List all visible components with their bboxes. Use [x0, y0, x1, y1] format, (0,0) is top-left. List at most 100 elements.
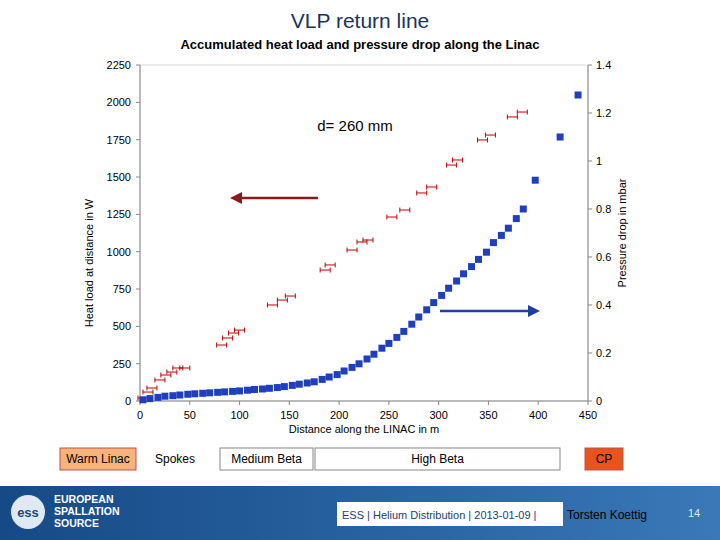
pressure-point [244, 387, 251, 394]
pressure-point [154, 394, 161, 401]
heat-load-point [167, 370, 177, 375]
heat-load-point [147, 386, 157, 391]
phase-box [220, 448, 313, 470]
pressure-point [139, 396, 146, 403]
phase-box [585, 448, 623, 470]
y2-tick-label: 1 [596, 155, 602, 167]
y-tick [136, 326, 140, 327]
y2-tick [588, 65, 592, 66]
x-tick [438, 401, 439, 405]
pressure-point [468, 263, 475, 270]
y2-tick [588, 305, 592, 306]
pressure-point [251, 386, 258, 393]
pressure-point [214, 389, 221, 396]
heat-load-point [229, 331, 239, 336]
y-tick-label: 2250 [107, 59, 131, 71]
pressure-point [460, 270, 467, 277]
y-axis-label: Heat load at distance in W [83, 198, 95, 327]
pressure-point [415, 314, 422, 321]
heat-load-point [400, 208, 410, 213]
y-tick-label: 250 [113, 358, 131, 370]
y-tick [136, 214, 140, 215]
x-tick [289, 401, 290, 405]
caption: ESS | Helium Distribution | 2013-01-09 | [342, 509, 536, 521]
pressure-point [236, 387, 243, 394]
x-axis [140, 401, 588, 402]
phase-box [315, 448, 560, 470]
phase-label: Warm Linac [66, 452, 130, 466]
subtitle: Accumulated heat load and pressure drop … [180, 37, 539, 52]
y-tick [136, 251, 140, 252]
title: VLP return line [291, 9, 430, 32]
phase-label: Spokes [155, 452, 195, 466]
logo-circle [11, 495, 45, 529]
pressure-point [289, 382, 296, 389]
pressure-point [349, 364, 356, 371]
pressure-point [575, 92, 582, 99]
pressure-point [475, 256, 482, 263]
author: Torsten Koettig [567, 508, 647, 522]
pressure-point [370, 351, 377, 358]
y2-tick [588, 161, 592, 162]
page-number: 14 [688, 507, 700, 519]
y-tick [136, 401, 140, 402]
pressure-point [520, 206, 527, 213]
x-tick [588, 401, 589, 405]
y-tick [136, 139, 140, 140]
pressure-point [191, 390, 198, 397]
x-tick [388, 401, 389, 405]
pressure-point [341, 368, 348, 375]
pressure-point [281, 383, 288, 390]
pressure-point [408, 321, 415, 328]
y-tick-label: 0 [125, 395, 131, 407]
pressure-point [453, 278, 460, 285]
y2-tick [588, 113, 592, 114]
heat-load-point [507, 114, 517, 119]
x-tick [339, 401, 340, 405]
pressure-point [490, 239, 497, 246]
pressure-point [334, 371, 341, 378]
heat-load-point [387, 215, 397, 220]
arrow-right [440, 310, 532, 313]
pressure-point [311, 378, 318, 385]
pressure-point [430, 299, 437, 306]
y-tick-label: 1250 [107, 208, 131, 220]
organisation: SOURCE [54, 517, 99, 529]
heat-load-point [161, 373, 171, 378]
heat-load-point [267, 302, 277, 307]
y2-tick [588, 257, 592, 258]
pressure-point [304, 380, 311, 387]
pressure-point [378, 345, 385, 352]
pressure-point [176, 392, 183, 399]
arrow-left [238, 197, 318, 200]
y2-tick [588, 401, 592, 402]
footer-band [0, 486, 720, 540]
y-tick [136, 102, 140, 103]
pressure-point [319, 376, 326, 383]
pressure-point [393, 334, 400, 341]
heat-load-point [427, 185, 437, 190]
y2-tick-label: 0.4 [596, 299, 611, 311]
y-tick [136, 177, 140, 178]
arrow-right-head [528, 305, 540, 317]
x-tick [488, 401, 489, 405]
pressure-point [296, 381, 303, 388]
x-tick-label: 400 [529, 409, 547, 421]
logo: ess [17, 505, 39, 520]
x-axis-label: Distance along the LINAC in m [289, 423, 439, 435]
y-tick-label: 1500 [107, 171, 131, 183]
x-tick-label: 0 [137, 409, 143, 421]
pressure-point [385, 340, 392, 347]
pressure-point [229, 388, 236, 395]
slide: VLP return line Accumulated heat load and… [0, 0, 720, 540]
pressure-point [184, 391, 191, 398]
arrow-left-head [230, 192, 242, 204]
heat-load-point [320, 268, 330, 273]
heat-load-point [325, 262, 335, 267]
y-tick-label: 2000 [107, 96, 131, 108]
y-tick-label: 1000 [107, 246, 131, 258]
heat-load-point [517, 110, 527, 115]
pressure-point [169, 392, 176, 399]
y2-tick [588, 209, 592, 210]
y-axis [140, 65, 141, 401]
